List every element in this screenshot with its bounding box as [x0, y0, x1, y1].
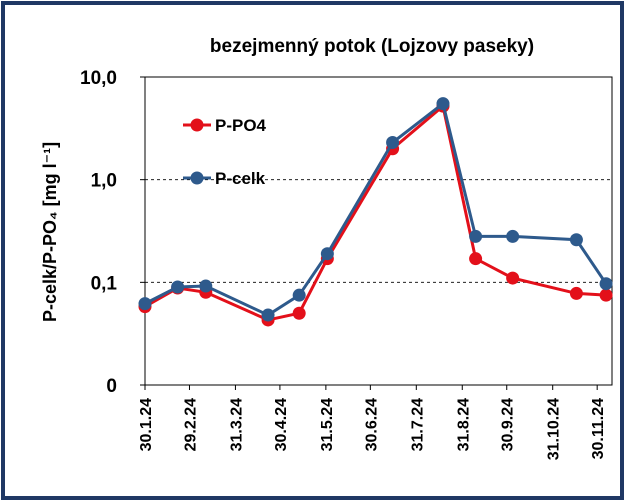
data-point — [138, 297, 152, 311]
x-tick-label: 29.2.24 — [182, 398, 199, 451]
data-point — [386, 136, 400, 150]
x-tick-label: 31.7.24 — [409, 398, 426, 451]
x-tick-label: 30.1.24 — [138, 398, 155, 451]
legend-marker — [190, 171, 204, 185]
chart-title: bezejmenný potok (Lojzovy paseky) — [210, 36, 534, 57]
y-tick-label: 1,0 — [91, 171, 117, 192]
data-point — [599, 277, 613, 291]
x-tick-label: 31.3.24 — [228, 398, 245, 451]
x-tick-label: 30.6.24 — [363, 398, 380, 451]
legend-label: P-PO4 — [215, 116, 267, 135]
data-point — [292, 306, 306, 320]
legend-marker — [190, 118, 204, 132]
data-point — [292, 288, 306, 302]
data-point — [569, 286, 583, 300]
y-tick-label: 10,0 — [80, 68, 117, 89]
x-tick-label: 31.5.24 — [319, 398, 336, 451]
data-point — [469, 252, 483, 266]
x-tick-label: 31.10.24 — [546, 398, 563, 460]
plot-area — [144, 76, 613, 386]
x-tick-label: 30.9.24 — [500, 398, 517, 451]
x-tick-label: 30.11.24 — [590, 398, 607, 460]
data-point — [436, 97, 450, 111]
data-point — [469, 229, 483, 243]
data-point — [171, 280, 185, 294]
data-point — [506, 229, 520, 243]
data-point — [199, 279, 213, 293]
data-point — [569, 233, 583, 247]
x-tick-label: 30.4.24 — [273, 398, 290, 451]
legend-label: P-celk — [215, 169, 266, 188]
y-tick-label: 0,1 — [91, 273, 118, 294]
y-tick-label: 0 — [106, 376, 117, 397]
y-axis-label: P-celk/P-PO₄ [mg l⁻¹] — [40, 142, 60, 322]
data-point — [320, 247, 334, 261]
x-tick-label: 31.8.24 — [455, 398, 472, 451]
data-point — [599, 288, 613, 302]
data-point — [506, 271, 520, 285]
data-point — [261, 308, 275, 322]
